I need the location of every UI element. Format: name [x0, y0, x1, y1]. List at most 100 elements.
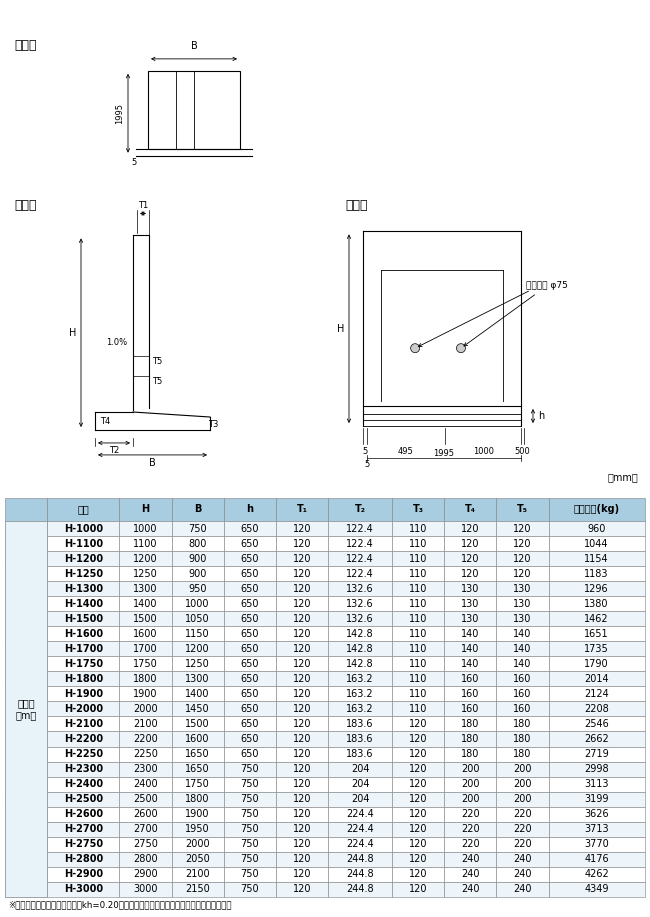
Text: 1900: 1900	[133, 689, 158, 699]
Bar	[276, 641, 328, 657]
Text: T₁: T₁	[296, 504, 307, 514]
Bar	[328, 761, 392, 777]
Bar	[549, 716, 645, 732]
Bar	[328, 641, 392, 657]
Text: 130: 130	[514, 613, 532, 624]
Text: 220: 220	[514, 839, 532, 849]
Bar	[47, 702, 120, 716]
Bar	[549, 566, 645, 581]
Bar	[549, 791, 645, 807]
Text: H-1600: H-1600	[64, 629, 103, 639]
Bar	[276, 822, 328, 836]
Text: 163.2: 163.2	[346, 704, 374, 714]
Bar	[445, 498, 497, 521]
Bar	[497, 882, 549, 897]
Text: H-1250: H-1250	[64, 569, 103, 579]
Bar	[5, 521, 47, 897]
Text: 140: 140	[462, 658, 480, 668]
Bar	[120, 521, 172, 536]
Bar	[172, 836, 224, 852]
Bar	[148, 71, 240, 149]
Bar	[224, 626, 276, 641]
Bar	[172, 641, 224, 657]
Bar	[172, 521, 224, 536]
Text: H-1900: H-1900	[64, 689, 103, 699]
Bar	[5, 581, 47, 596]
Bar	[120, 732, 172, 746]
Text: 2100: 2100	[185, 869, 210, 879]
Bar	[328, 687, 392, 702]
Text: 1700: 1700	[133, 644, 158, 654]
Bar	[276, 716, 328, 732]
Bar	[276, 498, 328, 521]
Bar	[172, 852, 224, 867]
Bar	[392, 716, 445, 732]
Bar	[328, 551, 392, 566]
Bar	[497, 761, 549, 777]
Bar	[5, 612, 47, 626]
Text: 130: 130	[462, 584, 480, 593]
Bar	[392, 761, 445, 777]
Bar	[5, 761, 47, 777]
Bar	[549, 498, 645, 521]
Text: 110: 110	[409, 674, 428, 684]
Bar	[392, 521, 445, 536]
Bar	[5, 551, 47, 566]
Text: 183.6: 183.6	[346, 719, 374, 729]
Text: 4176: 4176	[584, 855, 609, 864]
Bar	[5, 687, 47, 702]
Bar	[392, 626, 445, 641]
Bar	[172, 536, 224, 551]
Bar	[276, 732, 328, 746]
Bar	[328, 791, 392, 807]
Bar	[328, 657, 392, 671]
Bar	[392, 867, 445, 882]
Text: 参考重量(kg): 参考重量(kg)	[573, 504, 619, 514]
Bar	[445, 882, 497, 897]
Bar	[172, 657, 224, 671]
Bar	[445, 641, 497, 657]
Text: 160: 160	[514, 674, 532, 684]
Bar	[549, 626, 645, 641]
Bar	[549, 777, 645, 791]
Bar	[172, 498, 224, 521]
Text: 1800: 1800	[185, 794, 210, 804]
Bar	[276, 867, 328, 882]
Bar	[392, 852, 445, 867]
Bar	[497, 671, 549, 687]
Bar	[47, 777, 120, 791]
Text: 120: 120	[292, 524, 311, 534]
Bar	[445, 612, 497, 626]
Bar	[276, 836, 328, 852]
Text: 180: 180	[462, 734, 480, 744]
Text: 650: 650	[240, 524, 259, 534]
Bar	[445, 657, 497, 671]
Text: 750: 750	[240, 855, 259, 864]
Text: 750: 750	[240, 794, 259, 804]
Bar	[445, 521, 497, 536]
Text: 背面図: 背面図	[345, 199, 367, 212]
Text: 5: 5	[131, 158, 136, 167]
Text: 120: 120	[461, 538, 480, 548]
Text: 220: 220	[461, 839, 480, 849]
Text: 110: 110	[409, 584, 428, 593]
Bar	[120, 641, 172, 657]
Bar	[5, 867, 47, 882]
Text: 120: 120	[409, 855, 428, 864]
Text: H-2600: H-2600	[64, 809, 103, 819]
Text: 1250: 1250	[133, 569, 158, 579]
Text: H-2200: H-2200	[64, 734, 103, 744]
Text: 220: 220	[514, 824, 532, 834]
Text: 120: 120	[292, 554, 311, 564]
Bar	[328, 581, 392, 596]
Text: H-2800: H-2800	[64, 855, 103, 864]
Bar	[276, 777, 328, 791]
Text: 1600: 1600	[133, 629, 158, 639]
Bar	[224, 852, 276, 867]
Bar	[172, 687, 224, 702]
Bar	[5, 716, 47, 732]
Text: 240: 240	[461, 869, 480, 879]
Bar	[224, 641, 276, 657]
Bar	[497, 867, 549, 882]
Text: 140: 140	[514, 629, 532, 639]
